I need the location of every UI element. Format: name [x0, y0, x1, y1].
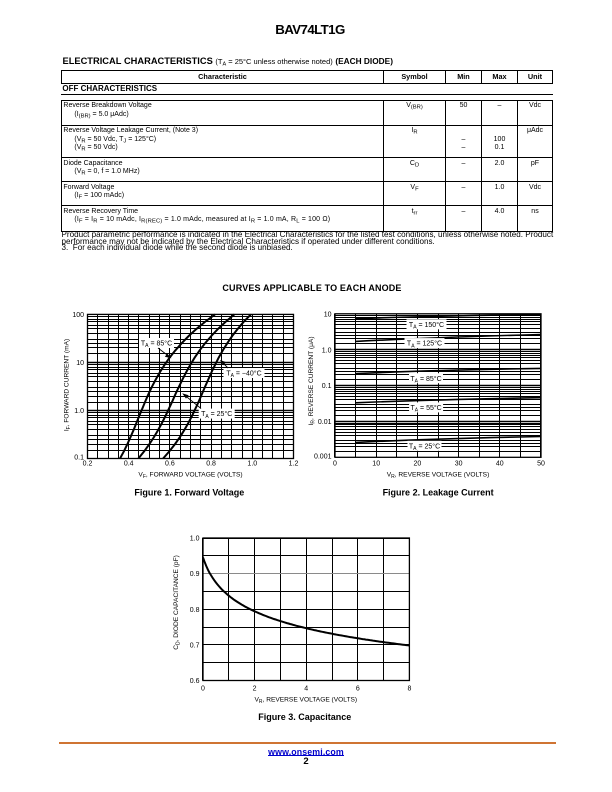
- svg-text:Figure 3. Capacitance: Figure 3. Capacitance: [258, 712, 351, 722]
- svg-text:0.9: 0.9: [190, 571, 200, 578]
- svg-text:30: 30: [455, 461, 463, 468]
- svg-text:0: 0: [333, 461, 337, 468]
- svg-text:TA = 85°C: TA = 85°C: [141, 340, 172, 350]
- svg-text:50: 50: [537, 461, 545, 468]
- svg-text:0.7: 0.7: [190, 643, 200, 650]
- svg-text:100: 100: [72, 312, 84, 319]
- svg-text:8: 8: [407, 686, 411, 693]
- svg-text:TA = −40°C: TA = −40°C: [226, 370, 261, 380]
- svg-text:10: 10: [324, 311, 332, 318]
- svg-text:IR, REVERSE CURRENT (μA): IR, REVERSE CURRENT (μA): [308, 336, 316, 425]
- svg-text:0.6: 0.6: [190, 678, 200, 685]
- svg-text:VR, REVERSE VOLTAGE (VOLTS): VR, REVERSE VOLTAGE (VOLTS): [255, 697, 358, 705]
- svg-text:IF, FORWARD CURRENT (mA): IF, FORWARD CURRENT (mA): [64, 339, 72, 431]
- svg-text:TA = 25°C: TA = 25°C: [409, 442, 440, 452]
- svg-text:TA = 85°C: TA = 85°C: [410, 375, 441, 385]
- svg-text:TA = 125°C: TA = 125°C: [407, 340, 442, 350]
- svg-text:VF, FORWARD VOLTAGE (VOLTS): VF, FORWARD VOLTAGE (VOLTS): [138, 471, 242, 479]
- svg-text:CD, DIODE CAPACITANCE (pF): CD, DIODE CAPACITANCE (pF): [173, 555, 181, 650]
- svg-text:TA = 25°C: TA = 25°C: [201, 410, 232, 420]
- svg-text:4: 4: [304, 686, 308, 693]
- svg-text:0.1: 0.1: [322, 383, 332, 390]
- svg-text:1.0: 1.0: [322, 347, 332, 354]
- svg-text:0.8: 0.8: [206, 461, 216, 468]
- svg-text:0.2: 0.2: [83, 461, 93, 468]
- svg-text:40: 40: [496, 461, 504, 468]
- svg-text:0.001: 0.001: [314, 453, 332, 460]
- svg-text:Figure 2. Leakage Current: Figure 2. Leakage Current: [383, 488, 494, 498]
- svg-text:10: 10: [76, 360, 84, 367]
- svg-text:1.2: 1.2: [289, 461, 299, 468]
- svg-text:0.6: 0.6: [165, 461, 175, 468]
- svg-text:0.1: 0.1: [74, 455, 84, 462]
- svg-text:20: 20: [414, 461, 422, 468]
- svg-text:0.01: 0.01: [318, 419, 332, 426]
- svg-text:0.8: 0.8: [190, 607, 200, 614]
- svg-text:1.0: 1.0: [74, 408, 84, 415]
- svg-text:10: 10: [372, 461, 380, 468]
- svg-text:1.0: 1.0: [247, 461, 257, 468]
- svg-text:0: 0: [201, 686, 205, 693]
- svg-text:0.4: 0.4: [124, 461, 134, 468]
- svg-text:TA = 55°C: TA = 55°C: [410, 404, 441, 414]
- svg-text:1.0: 1.0: [190, 536, 200, 543]
- svg-text:VR, REVERSE VOLTAGE (VOLTS): VR, REVERSE VOLTAGE (VOLTS): [387, 471, 490, 479]
- svg-text:2: 2: [253, 686, 257, 693]
- svg-text:Figure 1. Forward Voltage: Figure 1. Forward Voltage: [134, 488, 244, 498]
- svg-text:6: 6: [356, 686, 360, 693]
- svg-text:TA = 150°C: TA = 150°C: [409, 321, 444, 331]
